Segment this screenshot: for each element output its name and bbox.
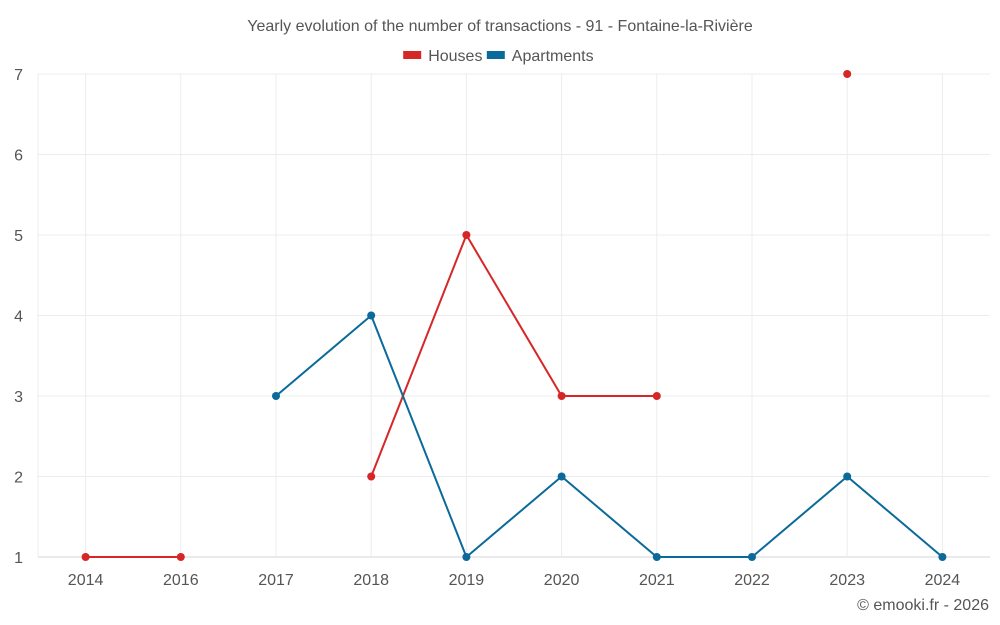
y-tick-label: 3: [14, 389, 23, 406]
data-point[interactable]: [557, 472, 566, 481]
chart-title: Yearly evolution of the number of transa…: [247, 18, 753, 35]
data-point[interactable]: [652, 392, 661, 400]
data-point[interactable]: [462, 553, 471, 561]
series-line-segment: [370, 234, 468, 478]
x-tick-label: 2023: [829, 572, 865, 589]
series-line-segment: [465, 234, 563, 397]
data-point[interactable]: [272, 392, 280, 400]
grid: [37, 73, 990, 558]
series-line-segment: [846, 475, 944, 558]
x-axis: 2014 2016 2017 2018 2019 2020 2021 2022 2023 2024: [68, 572, 960, 589]
legend: Houses Apartments: [403, 48, 594, 65]
y-axis: 1 2 3 4 5 6 7: [14, 67, 23, 567]
data-point[interactable]: [176, 553, 185, 561]
data-point[interactable]: [367, 472, 376, 481]
legend-label: Houses: [428, 48, 482, 65]
series-line-segment: [751, 475, 849, 558]
x-tick-label: 2016: [163, 572, 199, 589]
legend-item-houses[interactable]: Houses: [403, 48, 482, 65]
data-point[interactable]: [748, 553, 756, 561]
data-point[interactable]: [652, 553, 661, 561]
x-tick-label: 2018: [353, 572, 389, 589]
data-point[interactable]: [843, 472, 852, 481]
data-point[interactable]: [557, 392, 566, 400]
series-line-segment: [370, 314, 468, 558]
y-tick-label: 7: [14, 67, 23, 84]
data-point[interactable]: [367, 311, 376, 320]
credit-text: © emooki.fr - 2026: [857, 597, 989, 614]
series-group: [81, 70, 947, 561]
x-tick-label: 2019: [449, 572, 485, 589]
data-point[interactable]: [462, 231, 471, 239]
x-tick-label: 2014: [68, 572, 104, 589]
legend-label: Apartments: [512, 48, 594, 65]
data-point[interactable]: [938, 553, 947, 561]
y-tick-label: 6: [14, 148, 23, 165]
y-tick-label: 4: [14, 309, 23, 326]
series-apartments: [272, 311, 947, 561]
series-line-segment: [465, 475, 563, 558]
series-houses: [81, 70, 852, 561]
x-tick-label: 2022: [734, 572, 770, 589]
x-tick-label: 2020: [544, 572, 580, 589]
x-tick-label: 2021: [639, 572, 675, 589]
legend-swatch: [486, 51, 505, 59]
x-tick-label: 2024: [925, 572, 961, 589]
legend-item-apartments[interactable]: Apartments: [486, 48, 594, 65]
x-tick-label: 2017: [258, 572, 294, 589]
y-tick-label: 5: [14, 228, 23, 245]
data-point[interactable]: [81, 553, 90, 561]
y-tick-label: 1: [14, 550, 23, 567]
legend-swatch: [403, 51, 422, 59]
data-point[interactable]: [843, 70, 852, 78]
series-line-segment: [275, 314, 373, 397]
series-line-segment: [560, 475, 658, 558]
y-tick-label: 2: [14, 470, 23, 487]
